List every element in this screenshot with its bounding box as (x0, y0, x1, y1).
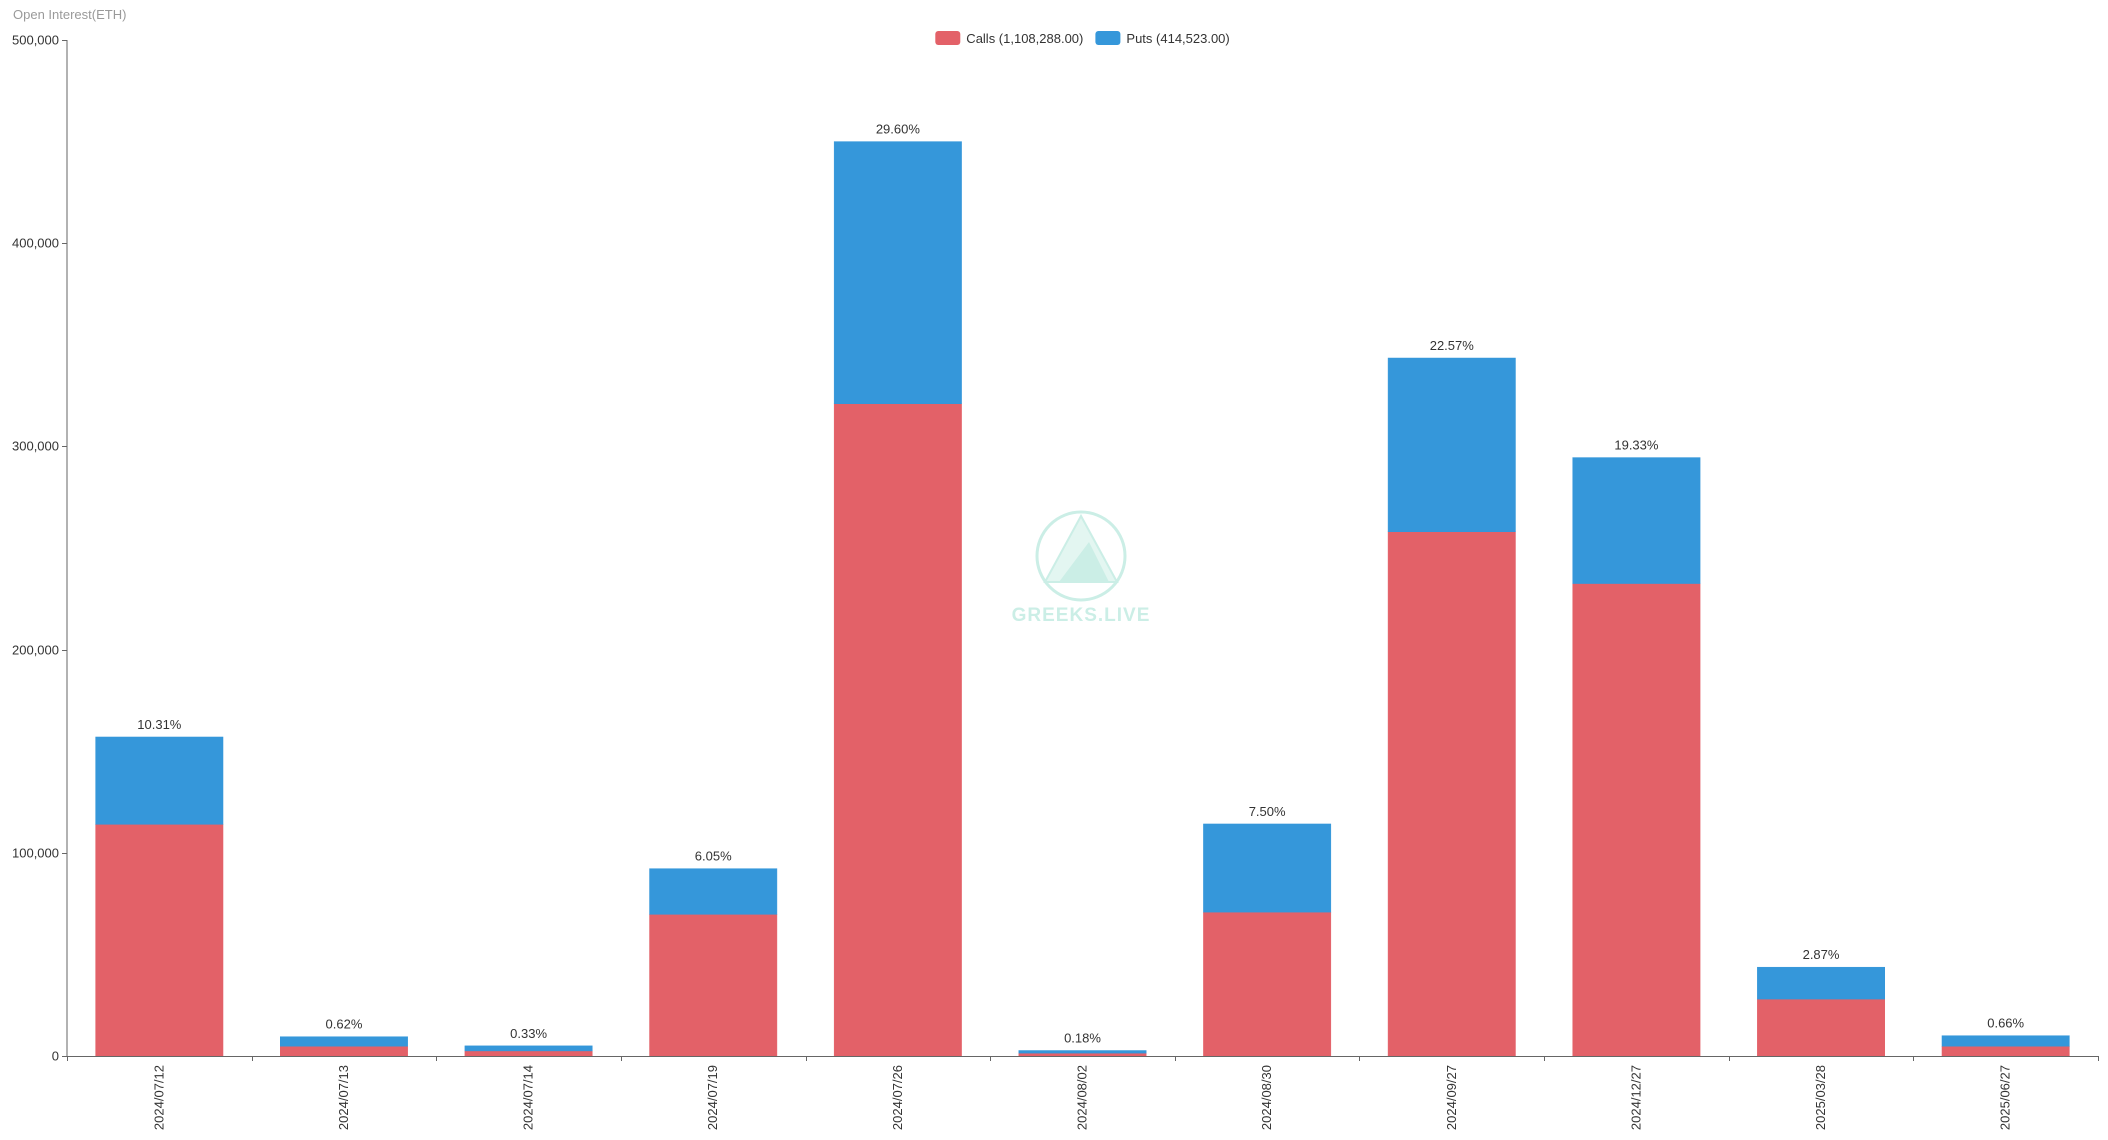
bar-percent-label: 0.66% (1987, 1016, 2024, 1031)
x-tick-label: 2025/03/28 (1813, 1065, 1828, 1130)
watermark-logo-icon (1035, 510, 1127, 602)
legend[interactable]: Calls (1,108,288.00) Puts (414,523.00) (935, 31, 1230, 46)
bars: 10.31% 0.62% 0.33% 6.05% 29.60% 0.18% 7.50% 22.… (95, 122, 2070, 1057)
legend-swatch (1095, 31, 1121, 45)
bar-puts[interactable] (1203, 823, 1332, 913)
bar-calls[interactable] (649, 914, 778, 1057)
x-tick-label: 2024/07/14 (521, 1065, 536, 1130)
x-tick-label: 2024/09/27 (1444, 1065, 1459, 1130)
y-tick-label: 300,000 (12, 439, 59, 454)
bar-percent-label: 6.05% (695, 849, 732, 864)
y-tick-label: 500,000 (12, 33, 59, 48)
bar-puts[interactable] (1757, 966, 1885, 1000)
bar-calls[interactable] (280, 1045, 408, 1057)
y-axis-title: Open Interest(ETH) (13, 7, 126, 22)
bar-percent-label: 0.33% (510, 1026, 547, 1041)
bar-percent-label: 7.50% (1249, 804, 1286, 819)
bar-calls[interactable] (1203, 911, 1332, 1057)
bar-percent-label: 0.62% (326, 1017, 363, 1032)
watermark-text: GREEKS.LIVE (1012, 605, 1151, 626)
bar-puts[interactable] (1018, 1050, 1147, 1054)
y-tick-label: 200,000 (12, 643, 59, 658)
legend-item-calls[interactable]: Calls (1,108,288.00) (935, 31, 1083, 46)
bar-puts[interactable] (1941, 1035, 2070, 1047)
bar-puts[interactable] (1387, 357, 1516, 532)
bar-percent-label: 19.33% (1614, 438, 1659, 453)
y-axis: 0 100,000 200,000 300,000 400,000 500,000 (12, 33, 68, 1064)
bar-calls[interactable] (833, 403, 962, 1057)
x-tick-label: 2024/08/30 (1259, 1065, 1274, 1130)
bar-calls[interactable] (1387, 531, 1516, 1057)
bar-puts[interactable] (1572, 457, 1701, 584)
bar-puts[interactable] (95, 736, 224, 825)
bar-calls[interactable] (95, 824, 224, 1057)
x-tick-label: 2025/06/27 (1998, 1065, 2013, 1130)
bar-percent-label: 0.18% (1064, 1031, 1101, 1046)
x-tick-label: 2024/07/13 (336, 1065, 351, 1130)
y-tick-label: 100,000 (12, 846, 59, 861)
legend-item-puts[interactable]: Puts (414,523.00) (1095, 31, 1230, 46)
watermark: GREEKS.LIVE (1012, 510, 1151, 626)
y-tick-label: 400,000 (12, 236, 59, 251)
bar-calls[interactable] (464, 1050, 593, 1057)
legend-label: Calls (1,108,288.00) (966, 31, 1083, 46)
x-tick-label: 2024/07/19 (705, 1065, 720, 1130)
bar-percent-label: 22.57% (1430, 338, 1475, 353)
bar-puts[interactable] (649, 868, 778, 915)
bar-puts[interactable] (280, 1036, 408, 1047)
bar-calls[interactable] (1941, 1045, 2070, 1057)
bar-calls[interactable] (1572, 583, 1701, 1057)
bar-calls[interactable] (1018, 1052, 1147, 1057)
legend-swatch (935, 31, 961, 45)
bar-percent-label: 29.60% (876, 122, 921, 137)
x-axis: 2024/07/12 2024/07/13 2024/07/14 2024/07/19… (67, 1056, 2099, 1130)
y-tick-label: 0 (52, 1049, 59, 1064)
x-tick-label: 2024/08/02 (1075, 1065, 1090, 1130)
bar-puts[interactable] (833, 141, 962, 404)
x-tick-label: 2024/07/26 (890, 1065, 905, 1130)
bar-puts[interactable] (464, 1045, 593, 1052)
bar-calls[interactable] (1757, 998, 1885, 1057)
x-tick-label: 2024/07/12 (151, 1065, 166, 1130)
legend-label: Puts (414,523.00) (1126, 31, 1229, 46)
bar-percent-label: 10.31% (137, 717, 182, 732)
bar-percent-label: 2.87% (1803, 947, 1840, 962)
x-tick-label: 2024/12/27 (1628, 1065, 1643, 1130)
